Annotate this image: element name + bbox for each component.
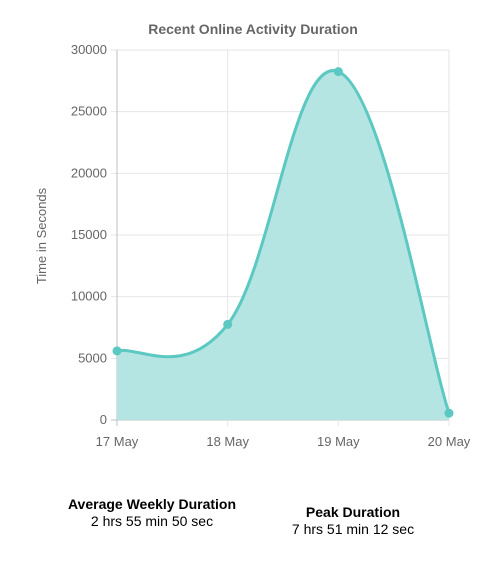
y-axis-label: Time in Seconds (34, 187, 49, 284)
data-point[interactable] (333, 67, 343, 77)
y-tick-label: 0 (100, 412, 107, 427)
series-line (116, 69, 451, 414)
series-area-fill (117, 70, 449, 420)
x-tick-label: 18 May (206, 434, 249, 449)
chart-title: Recent Online Activity Duration (148, 21, 358, 37)
data-point[interactable] (223, 319, 233, 329)
average-weekly-duration-stat: Average Weekly Duration 2 hrs 55 min 50 … (62, 496, 242, 530)
y-tick-label: 25000 (71, 104, 107, 119)
activity-duration-chart: Recent Online Activity Duration Time in … (34, 21, 471, 449)
average-weekly-duration-value: 2 hrs 55 min 50 sec (90, 513, 214, 529)
x-tick-label: 19 May (317, 434, 360, 449)
y-axis-ticks: 0 5000 10000 15000 20000 25000 30000 (71, 42, 107, 427)
y-tick-label: 10000 (71, 289, 107, 304)
data-point[interactable] (444, 408, 454, 418)
peak-duration-value: 7 hrs 51 min 12 sec (291, 521, 415, 537)
peak-duration-label: Peak Duration (305, 504, 401, 520)
average-weekly-duration-label: Average Weekly Duration (67, 496, 237, 512)
data-point[interactable] (112, 346, 122, 356)
x-tick-label: 20 May (428, 434, 471, 449)
peak-duration-stat: Peak Duration 7 hrs 51 min 12 sec (258, 504, 448, 538)
x-tick-label: 17 May (96, 434, 139, 449)
y-tick-label: 15000 (71, 227, 107, 242)
chart-plot-area (112, 67, 454, 420)
y-tick-label: 30000 (71, 42, 107, 57)
x-axis-ticks: 17 May 18 May 19 May 20 May (96, 434, 471, 449)
y-tick-label: 20000 (71, 165, 107, 180)
y-tick-label: 5000 (78, 350, 107, 365)
